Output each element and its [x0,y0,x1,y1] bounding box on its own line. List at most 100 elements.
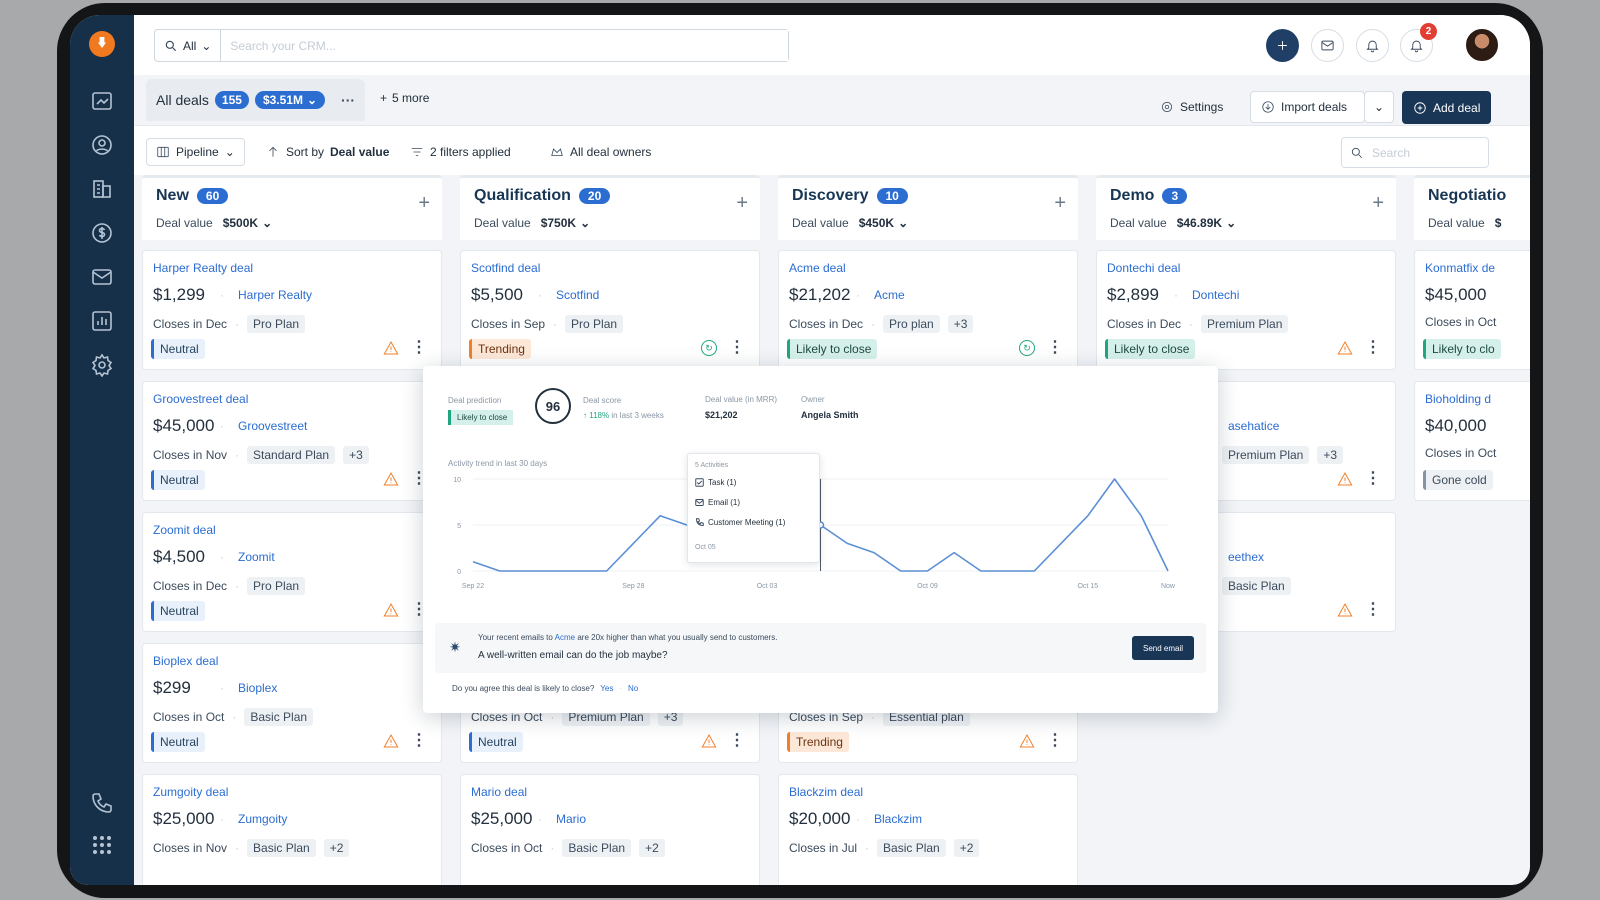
add-card-icon[interactable]: + [418,192,430,214]
settings-button[interactable]: Settings [1150,91,1233,123]
app-logo[interactable] [89,31,115,57]
deals-icon[interactable] [90,221,114,245]
deal-account[interactable]: asehatice [1228,419,1279,433]
phone-icon[interactable] [90,791,114,815]
deal-card[interactable]: Groovestreet deal $45,000 Groovestreet C… [142,381,442,501]
apps-grid-icon[interactable] [90,833,114,857]
deal-owners-filter[interactable]: All deal owners [550,138,651,166]
deal-title[interactable]: Mario deal [471,785,528,799]
card-menu-icon[interactable]: ⋮ [1365,470,1381,487]
deal-account[interactable]: Groovestreet [238,419,307,433]
deal-card[interactable]: Dontechi deal $2,899 Dontechi Closes in … [1096,250,1396,370]
deal-card[interactable]: Blackzim deal $20,000 Blackzim Closes in… [778,774,1078,885]
deal-title[interactable]: Bioholding d [1425,392,1492,406]
warning-icon[interactable] [1337,602,1353,618]
deal-card[interactable]: Mario deal $25,000 Mario Closes in Oct·B… [460,774,760,885]
deal-account[interactable]: Acme [874,288,905,302]
deal-title[interactable]: Zoomit deal [153,523,216,537]
card-menu-icon[interactable]: ⋮ [411,339,427,356]
search-input[interactable] [221,30,788,61]
deal-card[interactable]: Scotfind deal $5,500 Scotfind Closes in … [460,250,760,370]
warning-icon[interactable] [1337,471,1353,487]
deal-title[interactable]: Blackzim deal [789,785,864,799]
import-options-dropdown[interactable]: ⌄ [1364,91,1394,123]
deal-card[interactable]: Harper Realty deal $1,299 Harper Realty … [142,250,442,370]
deal-title[interactable]: Harper Realty deal [153,261,254,275]
total-value-dropdown[interactable]: $3.51M ⌄ [254,91,326,109]
deal-account[interactable]: Blackzim [874,812,922,826]
add-card-icon[interactable]: + [736,192,748,214]
warning-icon[interactable] [383,602,399,618]
warning-icon[interactable] [1019,733,1035,749]
filters-button[interactable]: 2 filters applied [410,138,511,166]
activity-status-icon[interactable]: ↻ [701,340,717,356]
deal-account[interactable]: Zumgoity [238,812,287,826]
reports-icon[interactable] [90,309,114,333]
card-menu-icon[interactable]: ⋮ [411,732,427,749]
deal-card[interactable]: Acme deal $21,202 Acme Closes in Dec·Pro… [778,250,1078,370]
deal-title[interactable]: Scotfind deal [471,261,541,275]
send-email-button[interactable]: Send email [1132,636,1194,660]
deal-account[interactable]: Bioplex [238,681,277,695]
deal-title[interactable]: Dontechi deal [1107,261,1181,275]
activity-status-icon[interactable]: ↻ [1019,340,1035,356]
alerts-button[interactable] [1356,29,1389,62]
warning-icon[interactable] [383,340,399,356]
deal-title[interactable]: Groovestreet deal [153,392,249,406]
deal-title[interactable]: Zumgoity deal [153,785,229,799]
more-views-button[interactable]: +5 more [380,91,429,105]
deal-account[interactable]: Zoomit [238,550,275,564]
accounts-icon[interactable] [90,177,114,201]
deal-account[interactable]: Dontechi [1192,288,1239,302]
contacts-icon[interactable] [90,133,114,157]
column-value-dropdown[interactable]: $450K ⌄ [859,216,908,230]
user-avatar[interactable] [1464,27,1500,63]
deal-title[interactable]: Acme deal [789,261,846,275]
dashboard-icon[interactable] [90,89,114,113]
warning-icon[interactable] [701,733,717,749]
deal-account[interactable]: eethex [1228,550,1264,564]
pipeline-dropdown[interactable]: Pipeline ⌄ [146,138,245,166]
warning-icon[interactable] [383,471,399,487]
search-scope-dropdown[interactable]: All ⌄ [155,30,222,61]
deal-card[interactable]: Bioplex deal $299 Bioplex Closes in Oct·… [142,643,442,763]
more-options-icon[interactable]: ··· [341,92,356,108]
feedback-yes-link[interactable]: Yes [600,684,614,693]
warning-icon[interactable] [383,733,399,749]
deal-account[interactable]: Harper Realty [238,288,312,302]
deal-account[interactable]: Mario [556,812,586,826]
add-deal-button[interactable]: Add deal [1402,91,1492,124]
card-menu-icon[interactable]: ⋮ [1047,339,1063,356]
card-menu-icon[interactable]: ⋮ [729,339,745,356]
add-card-icon[interactable]: + [1054,192,1066,214]
suggestion-account-link[interactable]: Acme [554,633,576,642]
deal-title[interactable]: Konmatfix de [1425,261,1496,275]
column-value-dropdown[interactable]: $500K ⌄ [223,216,272,230]
add-card-icon[interactable]: + [1372,192,1384,214]
deal-card[interactable]: Zoomit deal $4,500 Zoomit Closes in Dec·… [142,512,442,632]
sidebar [70,15,134,885]
inbox-icon[interactable] [90,265,114,289]
deal-close-date: Closes in Sep [789,710,864,724]
card-menu-icon[interactable]: ⋮ [729,732,745,749]
card-menu-icon[interactable]: ⋮ [1365,601,1381,618]
import-deals-button[interactable]: Import deals [1250,91,1365,123]
card-menu-icon[interactable]: ⋮ [1047,732,1063,749]
all-deals-view-tab[interactable]: All deals 155 $3.51M ⌄ ··· [146,79,366,121]
sort-button[interactable]: Sort by Deal value [266,138,389,166]
feedback-no-link[interactable]: No [628,684,639,693]
deal-card[interactable]: Bioholding d $40,000 Closes in Oct Gone … [1414,381,1530,501]
column-value-dropdown[interactable]: $46.89K ⌄ [1177,216,1236,230]
deal-title[interactable]: Bioplex deal [153,654,219,668]
warning-icon[interactable] [1337,340,1353,356]
quick-add-button[interactable] [1266,29,1299,62]
deal-account[interactable]: Scotfind [556,288,599,302]
card-menu-icon[interactable]: ⋮ [1365,339,1381,356]
mail-button[interactable] [1311,29,1344,62]
column-value-dropdown[interactable]: $750K ⌄ [541,216,590,230]
notifications-button[interactable]: 2 [1400,23,1437,62]
deal-card[interactable]: Zumgoity deal $25,000 Zumgoity Closes in… [142,774,442,885]
deal-card[interactable]: Konmatfix de $45,000 Closes in Oct Likel… [1414,250,1530,370]
board-search-input[interactable] [1372,145,1482,160]
settings-gear-icon[interactable] [90,353,114,378]
